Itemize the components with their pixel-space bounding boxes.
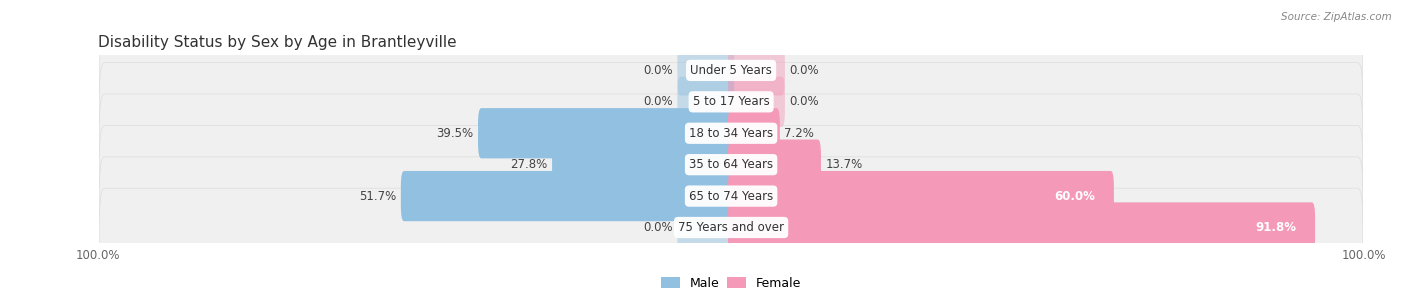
FancyBboxPatch shape bbox=[728, 202, 1315, 253]
FancyBboxPatch shape bbox=[728, 108, 780, 158]
Text: 0.0%: 0.0% bbox=[789, 95, 818, 108]
Text: 18 to 34 Years: 18 to 34 Years bbox=[689, 127, 773, 140]
FancyBboxPatch shape bbox=[728, 77, 785, 127]
Text: 0.0%: 0.0% bbox=[789, 64, 818, 77]
FancyBboxPatch shape bbox=[728, 45, 785, 95]
FancyBboxPatch shape bbox=[678, 202, 734, 253]
FancyBboxPatch shape bbox=[100, 63, 1362, 141]
Text: 27.8%: 27.8% bbox=[510, 158, 547, 171]
FancyBboxPatch shape bbox=[100, 94, 1362, 173]
FancyBboxPatch shape bbox=[553, 140, 734, 190]
FancyBboxPatch shape bbox=[678, 77, 734, 127]
Text: Disability Status by Sex by Age in Brantleyville: Disability Status by Sex by Age in Brant… bbox=[98, 35, 457, 50]
Text: 91.8%: 91.8% bbox=[1256, 221, 1296, 234]
Legend: Male, Female: Male, Female bbox=[661, 277, 801, 290]
Text: 51.7%: 51.7% bbox=[359, 190, 396, 202]
Text: 0.0%: 0.0% bbox=[644, 95, 673, 108]
Text: 35 to 64 Years: 35 to 64 Years bbox=[689, 158, 773, 171]
FancyBboxPatch shape bbox=[728, 140, 821, 190]
Text: 0.0%: 0.0% bbox=[644, 64, 673, 77]
FancyBboxPatch shape bbox=[100, 188, 1362, 267]
Text: Under 5 Years: Under 5 Years bbox=[690, 64, 772, 77]
FancyBboxPatch shape bbox=[478, 108, 734, 158]
Text: 65 to 74 Years: 65 to 74 Years bbox=[689, 190, 773, 202]
Text: 7.2%: 7.2% bbox=[785, 127, 814, 140]
FancyBboxPatch shape bbox=[100, 31, 1362, 110]
FancyBboxPatch shape bbox=[100, 126, 1362, 204]
FancyBboxPatch shape bbox=[100, 157, 1362, 235]
FancyBboxPatch shape bbox=[401, 171, 734, 221]
Text: 0.0%: 0.0% bbox=[644, 221, 673, 234]
Text: 13.7%: 13.7% bbox=[825, 158, 863, 171]
Text: 60.0%: 60.0% bbox=[1054, 190, 1095, 202]
FancyBboxPatch shape bbox=[678, 45, 734, 95]
Text: 75 Years and over: 75 Years and over bbox=[678, 221, 785, 234]
Text: Source: ZipAtlas.com: Source: ZipAtlas.com bbox=[1281, 12, 1392, 22]
Text: 39.5%: 39.5% bbox=[436, 127, 474, 140]
Text: 5 to 17 Years: 5 to 17 Years bbox=[693, 95, 769, 108]
FancyBboxPatch shape bbox=[728, 171, 1114, 221]
